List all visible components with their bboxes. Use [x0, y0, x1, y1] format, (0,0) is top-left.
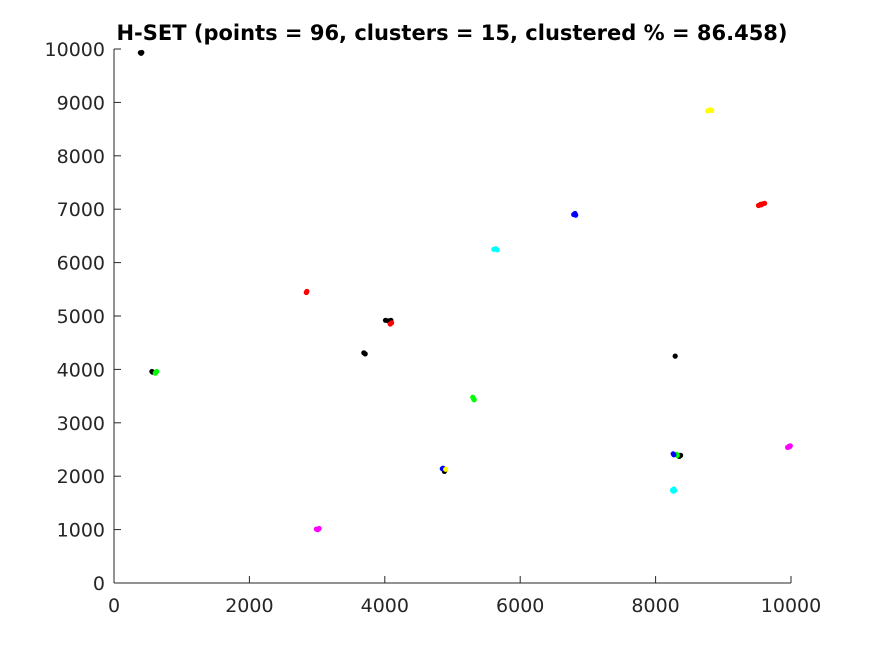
y-tick-label: 2000	[57, 466, 105, 488]
x-tick-label: 2000	[225, 595, 273, 617]
y-tick-label: 8000	[57, 146, 105, 168]
data-point	[573, 212, 579, 218]
y-tick-label: 7000	[57, 199, 105, 221]
data-point	[443, 466, 449, 472]
y-tick-label: 6000	[57, 253, 105, 275]
data-point	[671, 452, 677, 458]
data-point	[471, 397, 477, 403]
x-tick-label: 4000	[361, 595, 409, 617]
chart-title: H-SET (points = 96, clusters = 15, clust…	[116, 21, 787, 45]
point-series	[491, 246, 678, 494]
y-tick-label: 4000	[57, 359, 105, 381]
data-point	[672, 353, 678, 359]
point-series	[443, 107, 715, 472]
point-series	[313, 443, 793, 533]
y-tick-label: 0	[93, 573, 105, 595]
x-tick-label: 8000	[631, 595, 679, 617]
point-series	[137, 49, 684, 474]
y-tick-label: 10000	[45, 39, 105, 61]
data-point	[316, 525, 322, 532]
point-series	[152, 368, 680, 458]
data-point	[787, 444, 793, 450]
data-point	[304, 288, 310, 294]
point-series	[439, 210, 677, 472]
data-point	[494, 247, 500, 253]
data-point	[758, 202, 764, 208]
data-point	[709, 107, 715, 113]
y-tick-label: 1000	[57, 520, 105, 542]
data-point	[154, 368, 160, 375]
x-tick-label: 0	[108, 595, 120, 617]
y-tick-label: 3000	[57, 413, 105, 435]
point-series	[303, 200, 768, 327]
x-tick-label: 10000	[761, 595, 821, 617]
data-points	[137, 49, 793, 533]
y-tick-label: 9000	[57, 92, 105, 114]
data-point	[139, 49, 145, 56]
axes: 0 2000 4000 6000 8000 10000 0 1000 2000 3000 4000 5…	[45, 39, 822, 617]
data-point	[389, 320, 395, 326]
x-tick-label: 6000	[496, 595, 544, 617]
y-tick-label: 5000	[57, 306, 105, 328]
data-point	[672, 488, 678, 494]
data-point	[362, 351, 368, 357]
